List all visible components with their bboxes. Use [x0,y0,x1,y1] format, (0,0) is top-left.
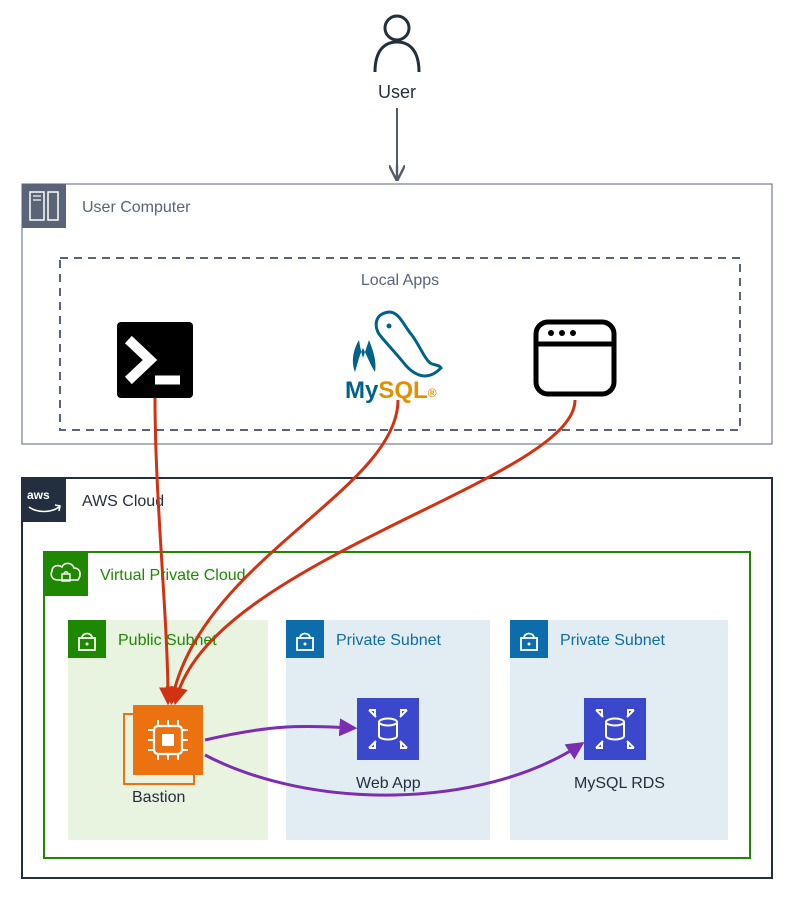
user-icon [375,16,419,72]
terminal-icon [117,322,193,398]
browser-icon [536,322,614,394]
private-subnet-1-label: Private Subnet [336,632,442,649]
svg-text:MySQL®: MySQL® [345,377,437,404]
vpc-label: Virtual Private Cloud [100,567,246,584]
bastion-node [124,705,203,784]
private-subnet-2-label: Private Subnet [560,632,666,649]
aws-cloud-label: AWS Cloud [82,493,164,510]
mysql-icon: MySQL® [345,312,441,404]
public-subnet-badge [68,620,106,658]
mysqlrds-node [584,698,646,760]
svg-text:aws: aws [27,488,50,502]
webapp-node [357,698,419,760]
local-apps-label: Local Apps [361,272,439,289]
webapp-label: Web App [356,775,421,792]
user-label: User [378,82,416,102]
user-computer-label: User Computer [82,199,191,216]
mysqlrds-label: MySQL RDS [574,775,665,792]
bastion-label: Bastion [132,789,185,806]
private-subnet-1-badge [286,620,324,658]
architecture-diagram: User User Computer Local Apps MySQL® aws [0,0,795,900]
private-subnet-2-badge [510,620,548,658]
